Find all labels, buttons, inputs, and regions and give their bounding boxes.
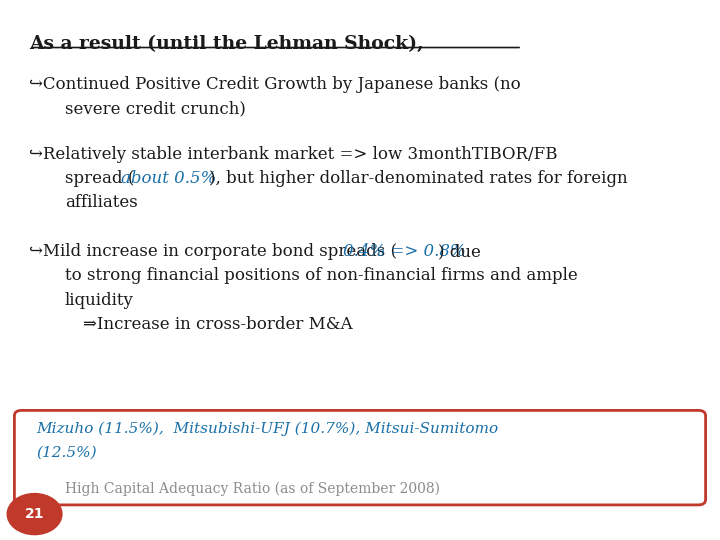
Text: 0.4% => 0.8%: 0.4% => 0.8%: [343, 243, 466, 260]
Text: affiliates: affiliates: [65, 194, 138, 211]
Text: to strong financial positions of non-financial firms and ample: to strong financial positions of non-fin…: [65, 267, 577, 284]
Text: ), but higher dollar-denominated rates for foreign: ), but higher dollar-denominated rates f…: [209, 170, 627, 187]
Text: ⇒Increase in cross-border M&A: ⇒Increase in cross-border M&A: [83, 316, 352, 333]
Text: severe credit crunch): severe credit crunch): [65, 100, 246, 117]
FancyBboxPatch shape: [14, 410, 706, 505]
Text: ↪Continued Positive Credit Growth by Japanese banks (no: ↪Continued Positive Credit Growth by Jap…: [29, 76, 521, 92]
Text: (12.5%): (12.5%): [36, 446, 96, 460]
Text: High Capital Adequacy Ratio (as of September 2008): High Capital Adequacy Ratio (as of Septe…: [65, 482, 440, 496]
Text: spread (: spread (: [65, 170, 134, 187]
Text: 21: 21: [24, 507, 45, 521]
Text: ) due: ) due: [438, 243, 481, 260]
Text: liquidity: liquidity: [65, 292, 134, 308]
Text: Mizuho (11.5%),  Mitsubishi-UFJ (10.7%), Mitsui-Sumitomo: Mizuho (11.5%), Mitsubishi-UFJ (10.7%), …: [36, 421, 498, 436]
Text: ↪Relatively stable interbank market => low 3monthTIBOR/FB: ↪Relatively stable interbank market => l…: [29, 146, 557, 163]
Circle shape: [7, 494, 62, 535]
Text: about 0.5%: about 0.5%: [121, 170, 216, 187]
Text: ↪Mild increase in corporate bond spreads (: ↪Mild increase in corporate bond spreads…: [29, 243, 397, 260]
Text: As a result (until the Lehman Shock),: As a result (until the Lehman Shock),: [29, 35, 423, 53]
